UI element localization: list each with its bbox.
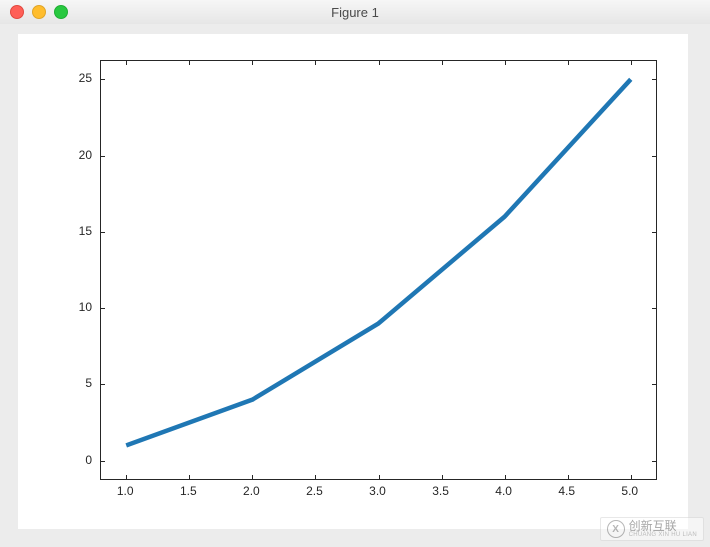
x-tick-label: 3.5 (432, 484, 449, 498)
watermark: X 创新互联 CHUANG XIN HU LIAN (600, 517, 704, 541)
x-tick-label: 2.5 (306, 484, 323, 498)
y-tick-label: 0 (85, 453, 92, 467)
y-tick-mark (652, 308, 656, 309)
close-icon[interactable] (10, 5, 24, 19)
x-tick-mark (315, 475, 316, 479)
titlebar[interactable]: Figure 1 (0, 0, 710, 25)
x-tick-mark (442, 61, 443, 65)
figure-canvas: 0 5 10 15 20 25 1.0 1.5 2.0 2.5 3.0 3.5 4.0 4.5 5.0 (18, 34, 688, 529)
window-root: Figure 1 0 5 10 15 20 25 1.0 1.5 2.0 2.5 3.0 3.5 4.0… (0, 0, 710, 547)
x-tick-mark (442, 475, 443, 479)
x-tick-mark (379, 61, 380, 65)
y-tick-label: 15 (79, 224, 92, 238)
x-tick-mark (631, 61, 632, 65)
window-title: Figure 1 (0, 5, 710, 20)
x-tick-mark (315, 61, 316, 65)
x-tick-label: 5.0 (621, 484, 638, 498)
x-tick-label: 4.0 (495, 484, 512, 498)
x-tick-mark (379, 475, 380, 479)
x-tick-mark (631, 475, 632, 479)
x-tick-label: 4.5 (558, 484, 575, 498)
y-tick-mark (652, 232, 656, 233)
x-tick-mark (189, 61, 190, 65)
watermark-subtext: CHUANG XIN HU LIAN (629, 532, 697, 538)
watermark-icon: X (607, 520, 625, 538)
line-plot (101, 61, 656, 479)
x-tick-mark (252, 475, 253, 479)
y-tick-mark (101, 384, 105, 385)
data-line (126, 79, 631, 445)
x-tick-mark (189, 475, 190, 479)
y-tick-label: 20 (79, 148, 92, 162)
x-tick-mark (568, 475, 569, 479)
y-tick-label: 5 (85, 376, 92, 390)
x-tick-label: 3.0 (369, 484, 386, 498)
minimize-icon[interactable] (32, 5, 46, 19)
y-tick-mark (101, 232, 105, 233)
y-tick-mark (101, 79, 105, 80)
y-tick-mark (652, 384, 656, 385)
x-tick-label: 2.0 (243, 484, 260, 498)
y-tick-mark (101, 156, 105, 157)
x-tick-mark (505, 475, 506, 479)
y-tick-mark (652, 461, 656, 462)
y-tick-mark (652, 79, 656, 80)
plot-axes-box (100, 60, 657, 480)
traffic-lights (0, 5, 68, 19)
y-tick-label: 25 (79, 71, 92, 85)
zoom-icon[interactable] (54, 5, 68, 19)
y-tick-label: 10 (79, 300, 92, 314)
x-tick-mark (126, 475, 127, 479)
x-tick-label: 1.0 (117, 484, 134, 498)
x-tick-label: 1.5 (180, 484, 197, 498)
watermark-text: 创新互联 (629, 520, 697, 532)
y-tick-mark (101, 461, 105, 462)
x-tick-mark (126, 61, 127, 65)
x-tick-mark (505, 61, 506, 65)
figure-area: 0 5 10 15 20 25 1.0 1.5 2.0 2.5 3.0 3.5 4.0 4.5 5.0 X … (0, 24, 710, 547)
y-tick-mark (652, 156, 656, 157)
x-tick-mark (568, 61, 569, 65)
y-tick-mark (101, 308, 105, 309)
x-tick-mark (252, 61, 253, 65)
